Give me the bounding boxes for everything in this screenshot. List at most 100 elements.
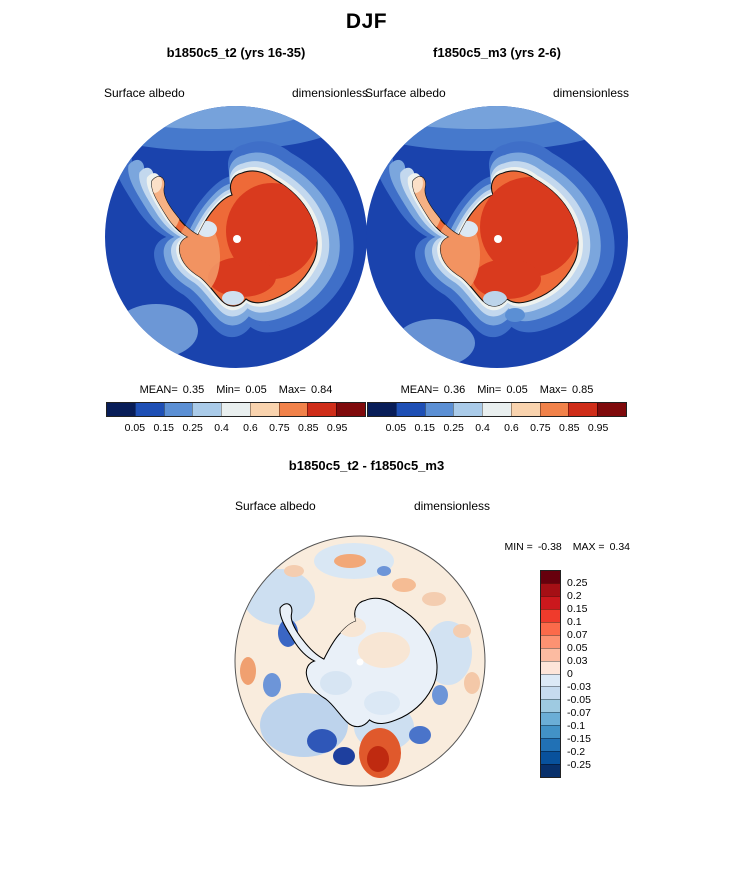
colorbar-tick: 0.25	[567, 576, 588, 589]
min-label: MIN =	[504, 541, 533, 553]
colorbar-segment	[541, 712, 560, 726]
min-value: 0.05	[506, 384, 528, 396]
colorbar-tick: 0.15	[414, 422, 435, 434]
colorbar-segment	[597, 403, 627, 416]
colorbar-tick: 0.75	[269, 422, 290, 434]
variable-row-left: Surface albedo dimensionless	[104, 86, 368, 100]
colorbar-tick: 0.15	[567, 602, 588, 615]
max-value: 0.85	[572, 384, 594, 396]
colorbar-tick: 0.85	[298, 422, 319, 434]
mean-label: MEAN=	[139, 384, 178, 396]
colorbar-segment	[307, 403, 337, 416]
albedo-colorbar-right	[367, 402, 627, 417]
colorbar-tick: -0.1	[567, 719, 586, 732]
colorbar-segment	[221, 403, 250, 416]
diff-colorbar	[540, 570, 561, 778]
colorbar-segment	[192, 403, 222, 416]
colorbar-segment	[541, 647, 560, 661]
colorbar-tick: -0.25	[567, 758, 591, 771]
variable-row-right: Surface albedo dimensionless	[365, 86, 629, 100]
min-value: 0.05	[245, 384, 267, 396]
colorbar-tick: 0.05	[567, 641, 588, 654]
units-label: dimensionless	[413, 499, 490, 513]
colorbar-tick: 0.25	[443, 422, 464, 434]
diff-variable-row: Surface albedo dimensionless	[235, 499, 490, 513]
max-value: 0.34	[609, 541, 630, 553]
colorbar-segment	[541, 738, 560, 752]
colorbar-tick: 0.05	[385, 422, 407, 434]
colorbar-tick: -0.07	[567, 706, 591, 719]
albedo-map-b1850c5-t2	[104, 105, 368, 369]
min-label: Min=	[216, 384, 241, 396]
colorbar-segment	[541, 673, 560, 687]
panel-title-left: b1850c5_t2 (yrs 16-35)	[166, 45, 306, 60]
stats-row-right: MEAN= 0.36 Min= 0.05 Max= 0.85	[365, 384, 629, 396]
diff-colorbar-ticks: 0.25 0.2 0.15 0.1 0.07 0.05 0.03 0 -0.03…	[567, 570, 607, 778]
colorbar-tick: 0.85	[559, 422, 580, 434]
colorbar-segment	[541, 751, 560, 765]
colorbar-tick: -0.2	[567, 745, 586, 758]
mean-value: 0.36	[443, 384, 466, 396]
mean-value: 0.35	[182, 384, 205, 396]
colorbar-segment	[541, 621, 560, 635]
colorbar-tick: 0.15	[153, 422, 174, 434]
colorbar-tick: 0.25	[182, 422, 203, 434]
colorbar-segment	[395, 403, 425, 416]
colorbar-tick: 0.05	[124, 422, 146, 434]
colorbar-segment	[541, 634, 560, 648]
variable-label: Surface albedo	[365, 86, 446, 100]
colorbar-tick: -0.15	[567, 732, 591, 745]
max-label: Max=	[278, 384, 306, 396]
colorbar-tick: 0.03	[567, 654, 588, 667]
colorbar-tick: 0.6	[504, 422, 519, 434]
colorbar-segment	[453, 403, 483, 416]
diff-panel-title: b1850c5_t2 - f1850c5_m3	[288, 458, 445, 473]
diff-stats-row: MIN = -0.38 MAX = 0.34	[470, 541, 630, 553]
colorbar-segment	[510, 403, 540, 416]
colorbar-segment	[541, 660, 560, 674]
colorbar-segment	[336, 403, 366, 416]
units-label: dimensionless	[552, 86, 629, 100]
polar-map-svg-left	[105, 106, 367, 368]
colorbar-segment	[278, 403, 308, 416]
colorbar-tick: 0.95	[326, 422, 348, 434]
max-value: 0.84	[311, 384, 333, 396]
max-label: MAX =	[572, 541, 605, 553]
albedo-colorbar-left	[106, 402, 366, 417]
panel-title-right: f1850c5_m3 (yrs 2-6)	[433, 45, 561, 60]
colorbar-segment	[541, 571, 560, 583]
variable-label: Surface albedo	[235, 499, 316, 513]
colorbar-segment	[539, 403, 569, 416]
variable-label: Surface albedo	[104, 86, 185, 100]
colorbar-tick: 0.1	[567, 615, 582, 628]
colorbar-tick: 0.95	[587, 422, 609, 434]
colorbar-tick: 0.4	[475, 422, 490, 434]
colorbar-tick: 0	[567, 667, 573, 680]
colorbar-segment	[163, 403, 193, 416]
albedo-diff-map	[234, 535, 486, 787]
polar-diff-map-svg	[234, 535, 486, 787]
stats-row-left: MEAN= 0.35 Min= 0.05 Max= 0.84	[104, 384, 368, 396]
polar-map-svg-right	[366, 106, 628, 368]
figure-title: DJF	[345, 10, 388, 33]
colorbar-segment	[541, 686, 560, 700]
panel-b1850c5-t2: b1850c5_t2 (yrs 16-35) Surface albedo di…	[104, 45, 368, 445]
colorbar-tick: -0.03	[567, 680, 591, 693]
colorbar-segment	[249, 403, 279, 416]
colorbar-segment	[541, 582, 560, 596]
colorbar-tick: -0.05	[567, 693, 591, 706]
albedo-colorbar-ticks-left: 0.05 0.15 0.25 0.4 0.6 0.75 0.85 0.95	[106, 422, 366, 435]
units-label: dimensionless	[291, 86, 368, 100]
max-label: Max=	[539, 384, 567, 396]
colorbar-segment	[482, 403, 511, 416]
colorbar-segment	[424, 403, 454, 416]
colorbar-segment	[134, 403, 164, 416]
mean-label: MEAN=	[400, 384, 439, 396]
colorbar-segment	[368, 403, 396, 416]
albedo-map-f1850c5-m3	[365, 105, 629, 369]
colorbar-tick: 0.4	[214, 422, 229, 434]
albedo-colorbar-ticks-right: 0.05 0.15 0.25 0.4 0.6 0.75 0.85 0.95	[367, 422, 627, 435]
colorbar-tick: 0.75	[530, 422, 551, 434]
colorbar-tick: 0.2	[567, 589, 582, 602]
